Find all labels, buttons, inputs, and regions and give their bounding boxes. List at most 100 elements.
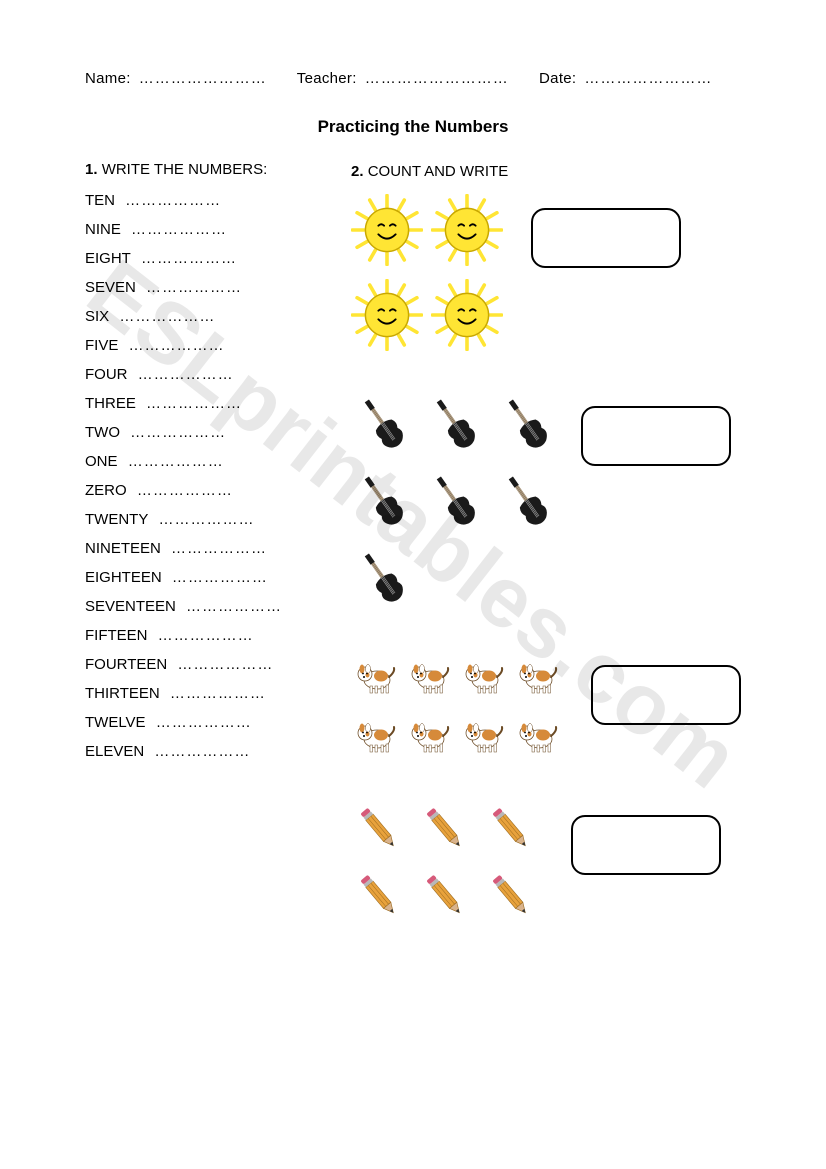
teacher-blank[interactable]: ……………………… [365,70,509,87]
answer-blank[interactable]: ……………… [137,482,233,499]
section1-head: 1. WRITE THE NUMBERS: [85,161,321,178]
sun-icons [351,194,521,356]
answer-blank[interactable]: ……………… [119,308,215,325]
number-line: NINETEEN ……………… [85,540,321,557]
answer-blank[interactable]: ……………… [154,743,250,760]
pencil-icon [351,868,411,933]
dog-icon [351,651,401,706]
number-word: TEN [85,192,115,209]
number-word: SEVENTEEN [85,598,176,615]
number-word: FOUR [85,366,128,383]
teacher-label: Teacher: [297,70,357,87]
sun-icon [431,279,503,356]
section1-label: WRITE THE NUMBERS: [102,161,268,178]
number-word: FIFTEEN [85,627,148,644]
sun-icon [351,194,423,271]
number-line: EIGHTEEN ……………… [85,569,321,586]
guitar-icon [423,469,487,538]
answer-blank[interactable]: ……………… [141,250,237,267]
guitar-icon [351,392,415,461]
count-group [351,194,741,356]
name-label: Name: [85,70,131,87]
answer-blank[interactable]: ……………… [128,453,224,470]
guitar-icon [351,546,415,615]
answer-blank[interactable]: ……………… [171,540,267,557]
dog-icon [351,710,401,765]
guitar-icons [351,392,571,615]
date-blank[interactable]: …………………… [584,70,712,87]
number-line: TEN ……………… [85,192,321,209]
answer-blank[interactable]: ……………… [172,569,268,586]
count-group [351,801,741,933]
number-word: SEVEN [85,279,136,296]
number-word: ZERO [85,482,127,499]
number-line: TWELVE ……………… [85,714,321,731]
answer-blank[interactable]: ……………… [129,337,225,354]
number-line: TWO ……………… [85,424,321,441]
answer-blank[interactable]: ……………… [146,279,242,296]
section2-num: 2. [351,163,364,180]
number-word: TWO [85,424,120,441]
dog-icon [513,651,563,706]
number-word: SIX [85,308,109,325]
number-word: EIGHTEEN [85,569,162,586]
number-word: NINETEEN [85,540,161,557]
answer-blank[interactable]: ……………… [186,598,282,615]
number-line: ZERO ……………… [85,482,321,499]
number-word: FOURTEEN [85,656,167,673]
number-line: FOUR ……………… [85,366,321,383]
number-word: EIGHT [85,250,131,267]
count-group [351,651,741,765]
section2-label: COUNT AND WRITE [368,163,509,180]
header-fields: Name: …………………… Teacher: ……………………… Date: ………… [85,70,741,87]
answer-blank[interactable]: ……………… [138,366,234,383]
date-label: Date: [539,70,576,87]
dog-icon [459,710,509,765]
number-word: THIRTEEN [85,685,160,702]
number-list: TEN ………………NINE ………………EIGHT ………………SEVEN …… [85,192,321,760]
dog-icons [351,651,581,765]
answer-box[interactable] [581,406,731,466]
page-title: Practicing the Numbers [85,117,741,137]
answer-blank[interactable]: ……………… [131,221,227,238]
number-line: THIRTEEN ……………… [85,685,321,702]
count-group [351,392,741,615]
answer-blank[interactable]: ……………… [170,685,266,702]
dog-icon [405,651,455,706]
answer-blank[interactable]: ……………… [156,714,252,731]
guitar-icon [423,392,487,461]
number-line: NINE ……………… [85,221,321,238]
number-line: TWENTY ……………… [85,511,321,528]
number-word: THREE [85,395,136,412]
dog-icon [513,710,563,765]
pencil-icon [483,868,543,933]
sun-icon [431,194,503,271]
sun-icon [351,279,423,356]
answer-blank[interactable]: ……………… [158,627,254,644]
number-line: ONE ……………… [85,453,321,470]
name-blank[interactable]: …………………… [139,70,267,87]
answer-blank[interactable]: ……………… [125,192,221,209]
answer-blank[interactable]: ……………… [130,424,226,441]
number-line: FIFTEEN ……………… [85,627,321,644]
number-word: NINE [85,221,121,238]
number-line: FOURTEEN ……………… [85,656,321,673]
pencil-icons [351,801,561,933]
answer-box[interactable] [591,665,741,725]
number-line: THREE ……………… [85,395,321,412]
number-word: FIVE [85,337,118,354]
number-line: EIGHT ……………… [85,250,321,267]
pencil-icon [483,801,543,866]
answer-blank[interactable]: ……………… [159,511,255,528]
number-line: SEVENTEEN ……………… [85,598,321,615]
answer-blank[interactable]: ……………… [177,656,273,673]
answer-box[interactable] [571,815,721,875]
number-line: SEVEN ……………… [85,279,321,296]
number-line: ELEVEN ……………… [85,743,321,760]
number-word: TWENTY [85,511,148,528]
number-line: SIX ……………… [85,308,321,325]
answer-box[interactable] [531,208,681,268]
answer-blank[interactable]: ……………… [146,395,242,412]
guitar-icon [495,469,559,538]
dog-icon [459,651,509,706]
